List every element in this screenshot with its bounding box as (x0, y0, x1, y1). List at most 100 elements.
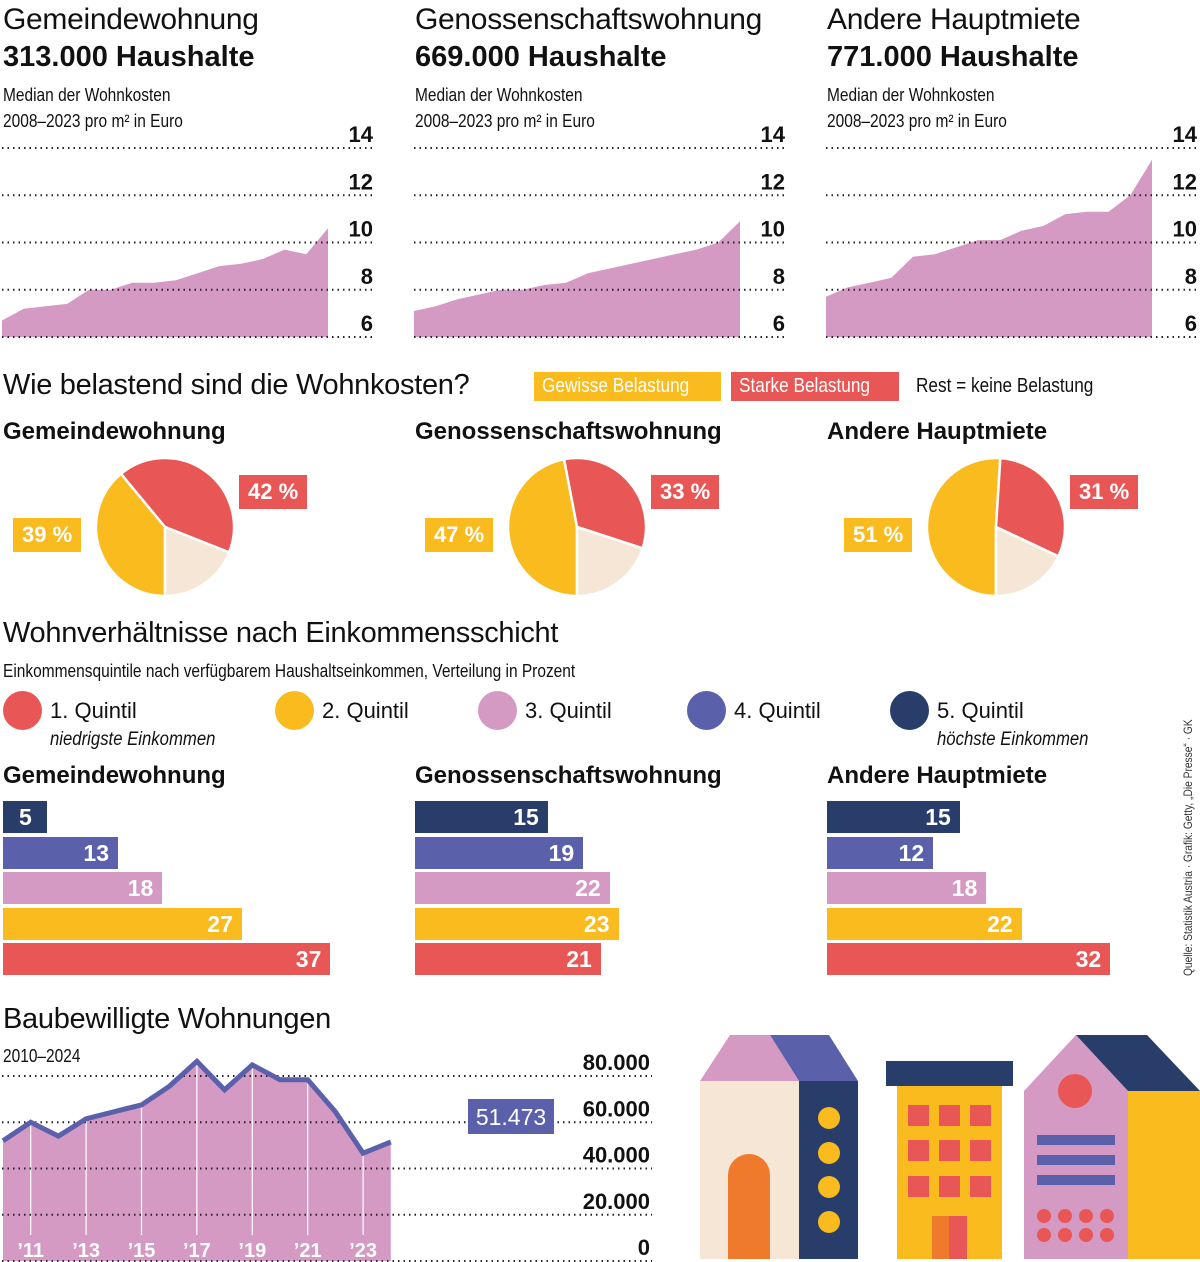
cost-panel-subtitle-1: Median der Wohnkosten (3, 85, 171, 105)
bar-quintile-5: 15 (827, 801, 960, 833)
legend-some-burden: Gewisse Belastung (534, 372, 722, 401)
quintile-label: 1. Quintil (50, 697, 137, 723)
bar-value-label: 23 (583, 910, 610, 937)
quintile-color-swatch (478, 691, 517, 730)
house-middle (886, 1061, 1013, 1259)
quintile-legend-item: 1. Quintil (3, 691, 137, 730)
bar-value-label: 18 (127, 875, 154, 901)
pie-panel-title: Gemeindewohnung (3, 418, 226, 445)
house-right-front (1024, 1035, 1128, 1259)
bar-quintile-1: 32 (827, 943, 1111, 975)
quintile-label: 5. Quintil (937, 697, 1024, 723)
cost-panel-title: Andere Hauptmiete (827, 3, 1081, 36)
pie-slice-some-burden (506, 457, 579, 598)
house-left-window (818, 1211, 840, 1233)
cost-panel-subtitle-1: Median der Wohnkosten (415, 85, 583, 105)
bar-value-label: 12 (898, 839, 925, 866)
bar-value-label: 5 (19, 804, 32, 830)
strong-burden-label: 31 % (1070, 475, 1139, 509)
bar-value-label: 19 (548, 839, 575, 866)
households-count: 669.000 Haushalte (415, 41, 667, 73)
y-tick-label: 8 (361, 264, 373, 289)
y-tick-label: 14 (349, 122, 374, 147)
bar-value-label: 37 (295, 946, 322, 972)
y-tick-label: 6 (361, 311, 373, 336)
house-right-stripe (1037, 1155, 1115, 1165)
y-tick-label: 8 (1185, 264, 1197, 289)
quintile-legend-item: 5. Quintil (890, 691, 1024, 730)
bar-value-label: 15 (513, 804, 539, 830)
bar-quintile-4: 12 (827, 836, 934, 869)
house-left-window (818, 1107, 840, 1129)
burden-pie-chart (94, 456, 236, 598)
house-middle-door-right (949, 1216, 967, 1259)
y-tick-label: 10 (761, 217, 785, 242)
last-value-annotation: 51.473 (468, 1099, 554, 1134)
quintile-color-swatch (275, 691, 314, 730)
quintile-color-swatch (687, 691, 726, 730)
pie-slice-some-burden (94, 472, 167, 598)
house-right-dots (1037, 1209, 1114, 1242)
cost-area (414, 221, 740, 337)
quintile-legend-item: 3. Quintil (478, 691, 612, 730)
cost-area-chart: 14 12 10 8 6 (825, 122, 1200, 338)
y-tick-label: 12 (349, 169, 373, 194)
y-tick-label: 12 (761, 169, 785, 194)
strong-burden-label: 33 % (651, 475, 720, 509)
some-burden-label: 47 % (425, 518, 494, 552)
houses-illustration (700, 1035, 1200, 1259)
cost-area-chart: 14 12 10 8 6 (413, 122, 788, 338)
bar-quintile-3: 18 (827, 872, 987, 904)
quintile-note: höchste Einkommen (937, 729, 1089, 750)
some-burden-label: 39 % (13, 518, 82, 552)
quintile-label: 4. Quintil (734, 697, 821, 723)
permits-section-title: Baubewilligte Wohnungen (3, 1003, 331, 1035)
cost-area (2, 228, 328, 337)
x-tick-label: ’13 (72, 1240, 100, 1262)
source-credit-text: Quelle: Statistik Austria · Grafik: Gett… (1181, 719, 1195, 976)
cost-panel-title: Genossenschaftswohnung (415, 3, 762, 36)
y-tick-label: 14 (1173, 122, 1198, 147)
income-section-title: Wohnverhältnisse nach Einkommensschicht (3, 617, 559, 649)
legend-strong-burden-label: Starke Belastung (739, 375, 871, 397)
house-right (1024, 1035, 1200, 1259)
pie-slice-strong-burden (119, 456, 236, 554)
bar-quintile-4: 19 (415, 836, 584, 869)
bar-value-label: 21 (566, 946, 592, 972)
burden-pie-chart (925, 456, 1067, 598)
quintile-color-swatch (890, 691, 929, 730)
cost-area (826, 159, 1152, 337)
source-credit: Quelle: Statistik Austria · Grafik: Gett… (1181, 674, 1195, 976)
legend-rest-note: Rest = keine Belastung (916, 375, 1122, 398)
bar-quintile-4: 13 (3, 836, 118, 869)
house-left-window (818, 1176, 840, 1198)
permits-line (1, 1057, 392, 1157)
some-burden-label: 51 % (844, 518, 913, 552)
y-tick-label: 6 (1185, 311, 1197, 336)
burden-pie-chart (506, 456, 648, 598)
bar-value-label: 22 (575, 875, 601, 901)
bar-value-label: 22 (987, 910, 1013, 937)
quintile-label: 2. Quintil (322, 697, 409, 723)
x-tick-label: ’19 (238, 1240, 266, 1262)
cost-panel-subtitle-2: 2008–2023 pro m² in Euro (415, 111, 595, 131)
y-tick-label: 12 (1173, 169, 1197, 194)
bar-value-label: 15 (925, 804, 951, 830)
bar-value-label: 32 (1075, 946, 1102, 972)
pie-panel-title: Genossenschaftswohnung (415, 418, 722, 445)
quintile-legend-item: 2. Quintil (275, 691, 409, 730)
y-tick-label: 10 (349, 217, 373, 242)
quintile-label: 3. Quintil (525, 697, 612, 723)
y-tick-label: 20.000 (583, 1189, 650, 1214)
x-tick-label: ’21 (294, 1240, 322, 1262)
bar-quintile-5: 5 (3, 801, 48, 833)
households-count: 771.000 Haushalte (827, 41, 1079, 73)
annotation-box (468, 1099, 554, 1134)
house-left-window (818, 1142, 840, 1164)
burden-section-title: Wie belastend sind die Wohnkosten? (3, 369, 470, 401)
quintile-color-swatch (3, 691, 42, 730)
y-tick-label: 40.000 (583, 1143, 650, 1168)
y-tick-label: 10 (1173, 217, 1197, 242)
income-section-subtitle: Einkommensquintile nach verfügbarem Haus… (3, 661, 576, 681)
house-right-side-wall (1128, 1091, 1200, 1259)
